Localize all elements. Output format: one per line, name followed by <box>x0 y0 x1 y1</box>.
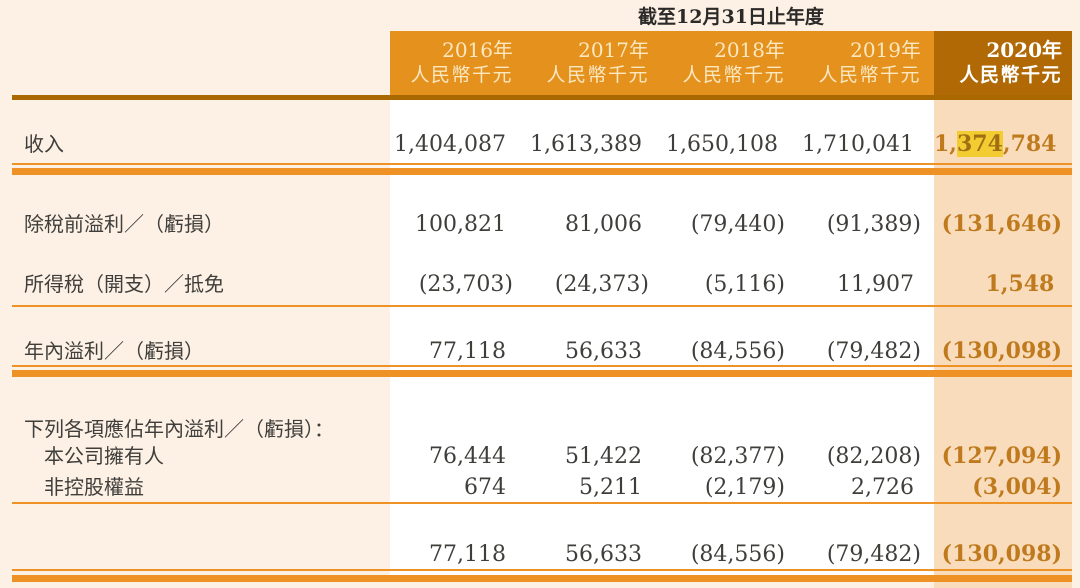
column-unit-label: 人民幣千元 <box>959 65 1062 86</box>
cell-2018: (84,556) <box>690 542 785 567</box>
table-body-background <box>390 100 934 582</box>
row-label: 所得稅（開支）／抵免 <box>24 274 224 296</box>
cell-2018: (84,556) <box>690 339 785 364</box>
row-label: 收入 <box>24 134 64 156</box>
divider-thin <box>12 365 1072 367</box>
divider-thick <box>12 575 1072 582</box>
cell-2017: 81,006 <box>565 212 642 237</box>
column-header-2020-current: 2020年 人民幣千元 <box>934 31 1072 95</box>
cell-2020: (130,098) <box>941 338 1062 364</box>
table-row-non-controlling-interests: 非控股權益 674 5,211 (2,179) 2,726 (3,004) <box>12 474 1072 500</box>
column-year-label: 2020年 <box>986 38 1062 62</box>
cell-2020-highlighted: 1,374,784 <box>934 131 1072 157</box>
table-row-owners-of-company: 本公司擁有人 76,444 51,422 (82,377) (82,208) (… <box>12 443 1072 469</box>
column-header-2019: 2019年 人民幣千元 <box>798 31 934 95</box>
column-header-2018: 2018年 人民幣千元 <box>662 31 798 95</box>
column-unit-label: 人民幣千元 <box>682 65 785 86</box>
column-year-label: 2018年 <box>714 38 785 62</box>
table-row-total: 77,118 56,633 (84,556) (79,482) (130,098… <box>12 541 1072 567</box>
cell-2017: 56,633 <box>565 339 642 364</box>
cell-2018: (79,440) <box>690 212 785 237</box>
value-prefix: 1, <box>934 131 957 157</box>
cell-2019: (82,208) <box>826 444 921 469</box>
cell-2017: 5,211 <box>579 475 642 500</box>
table-period-title: 截至12月31日止年度 <box>638 6 824 28</box>
cell-2017: (24,373) <box>554 272 649 297</box>
cell-2016: 77,118 <box>429 542 506 567</box>
cell-2016: 77,118 <box>429 339 506 364</box>
year-header-band: 2016年 人民幣千元 2017年 人民幣千元 2018年 人民幣千元 2019… <box>390 31 1072 95</box>
column-year-label: 2016年 <box>442 38 513 62</box>
divider-thin <box>12 502 1072 504</box>
table-row-income-tax: 所得稅（開支）／抵免 (23,703) (24,373) (5,116) 11,… <box>12 271 1072 297</box>
cell-2019: 11,907 <box>837 272 914 297</box>
cell-2019: (91,389) <box>826 212 921 237</box>
highlighted-text: 374 <box>956 131 1003 157</box>
column-unit-label: 人民幣千元 <box>410 65 513 86</box>
column-header-2017: 2017年 人民幣千元 <box>526 31 662 95</box>
header-divider-rule <box>12 95 1072 100</box>
cell-2016: 1,404,087 <box>394 132 506 157</box>
table-section-heading: 下列各項應佔年內溢利／（虧損）： <box>12 417 1072 443</box>
table-row-profit-before-tax: 除稅前溢利／（虧損） 100,821 81,006 (79,440) (91,3… <box>12 211 1072 237</box>
column-year-label: 2017年 <box>578 38 649 62</box>
column-header-2016: 2016年 人民幣千元 <box>390 31 526 95</box>
table-row-profit-for-year: 年內溢利／（虧損） 77,118 56,633 (84,556) (79,482… <box>12 338 1072 364</box>
cell-2018: (5,116) <box>704 272 785 297</box>
divider-thin <box>12 305 1072 307</box>
cell-2018: (2,179) <box>704 475 785 500</box>
column-year-label: 2019年 <box>850 38 921 62</box>
column-unit-label: 人民幣千元 <box>546 65 649 86</box>
cell-2020: (127,094) <box>941 443 1062 469</box>
table-row-revenue: 收入 1,404,087 1,613,389 1,650,108 1,710,0… <box>12 131 1072 157</box>
cell-2019: 2,726 <box>851 475 914 500</box>
divider-thin <box>12 163 1072 165</box>
cell-2017: 51,422 <box>565 444 642 469</box>
cell-2016: 76,444 <box>429 444 506 469</box>
cell-2016: (23,703) <box>418 272 513 297</box>
cell-2020: (131,646) <box>941 211 1062 237</box>
cell-2019: 1,710,041 <box>802 132 914 157</box>
row-label: 非控股權益 <box>44 477 144 499</box>
divider-thick <box>12 168 1072 175</box>
row-label: 本公司擁有人 <box>44 446 164 468</box>
section-label: 下列各項應佔年內溢利／（虧損）： <box>24 419 334 441</box>
cell-2018: 1,650,108 <box>666 132 778 157</box>
cell-2016: 100,821 <box>415 212 506 237</box>
cell-2019: (79,482) <box>826 542 921 567</box>
divider-thin <box>12 569 1072 571</box>
cell-2020: (3,004) <box>972 474 1062 500</box>
divider-thick <box>12 370 1072 377</box>
row-label: 除稅前溢利／（虧損） <box>24 214 224 236</box>
column-unit-label: 人民幣千元 <box>818 65 921 86</box>
current-column-background <box>934 95 1072 588</box>
cell-2016: 674 <box>464 475 506 500</box>
cell-2020: 1,548 <box>985 271 1055 297</box>
cell-2017: 1,613,389 <box>530 132 642 157</box>
cell-2020: (130,098) <box>941 541 1062 567</box>
cell-2017: 56,633 <box>565 542 642 567</box>
cell-2019: (79,482) <box>826 339 921 364</box>
row-label: 年內溢利／（虧損） <box>24 341 204 363</box>
value-suffix: ,784 <box>1002 131 1057 157</box>
cell-2018: (82,377) <box>690 444 785 469</box>
